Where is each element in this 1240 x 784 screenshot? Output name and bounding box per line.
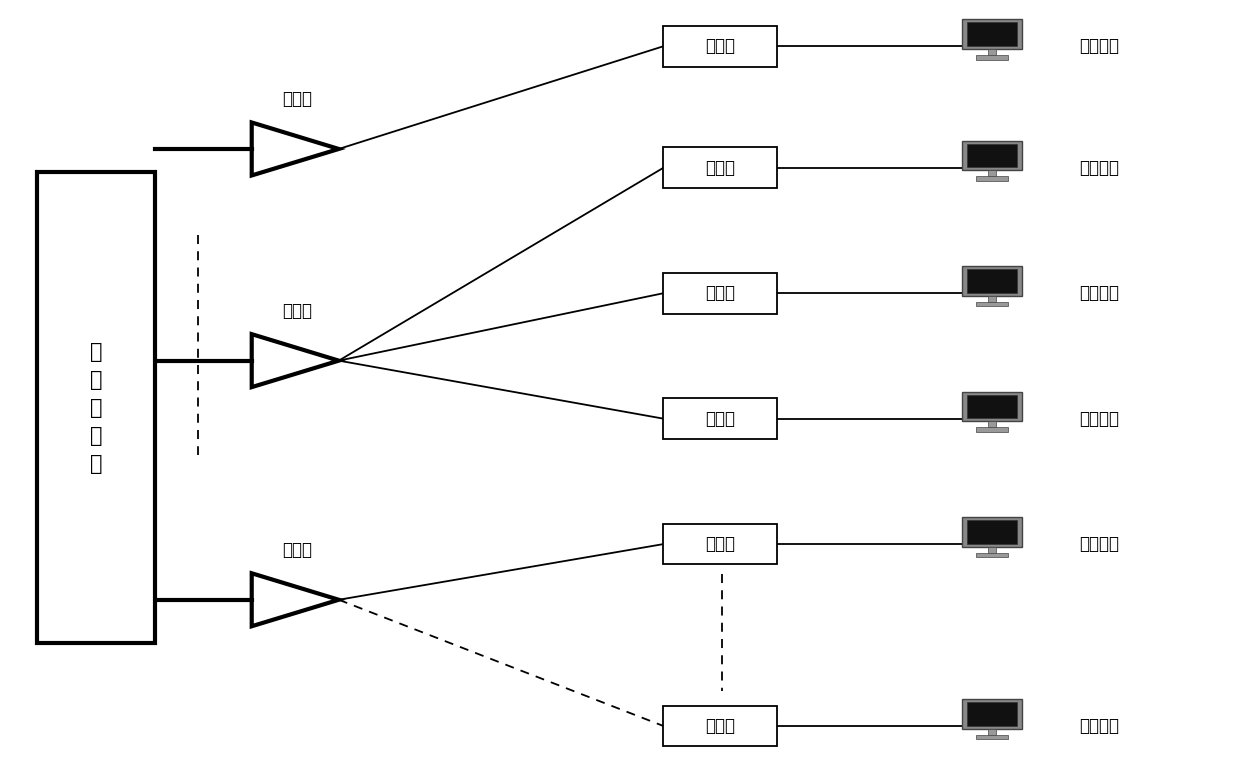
Text: 接入卡: 接入卡 <box>706 285 735 302</box>
Text: 分光器: 分光器 <box>281 90 311 108</box>
Bar <box>967 702 1017 725</box>
Bar <box>976 735 1008 739</box>
Bar <box>962 392 1022 421</box>
Bar <box>663 273 777 314</box>
Bar <box>967 143 1017 167</box>
Bar <box>976 302 1008 307</box>
Bar <box>663 26 777 67</box>
Text: 接入卡: 接入卡 <box>706 159 735 176</box>
Bar <box>967 394 1017 418</box>
Bar <box>976 553 1008 557</box>
Text: 接入设备: 接入设备 <box>1079 410 1118 427</box>
Bar <box>967 520 1017 543</box>
Bar <box>967 22 1017 45</box>
Bar <box>663 398 777 439</box>
Text: 接入设备: 接入设备 <box>1079 285 1118 302</box>
Text: 接入卡: 接入卡 <box>706 717 735 735</box>
Bar <box>962 267 1022 296</box>
Text: 接入设备: 接入设备 <box>1079 717 1118 735</box>
Text: 分光器: 分光器 <box>281 302 311 320</box>
Bar <box>988 546 996 553</box>
Text: 分光器: 分光器 <box>281 541 311 559</box>
Bar <box>976 55 1008 60</box>
Bar <box>976 176 1008 181</box>
Bar <box>988 421 996 427</box>
Bar <box>988 49 996 55</box>
Text: 接入设备: 接入设备 <box>1079 159 1118 176</box>
Bar <box>988 728 996 735</box>
Bar <box>663 147 777 188</box>
Bar <box>962 141 1022 170</box>
Text: 总
线
控
制
器: 总 线 控 制 器 <box>89 342 103 474</box>
Bar <box>663 524 777 564</box>
Bar <box>967 269 1017 292</box>
Bar <box>962 699 1022 728</box>
Text: 接入卡: 接入卡 <box>706 410 735 427</box>
Bar <box>962 517 1022 546</box>
Text: 接入设备: 接入设备 <box>1079 535 1118 553</box>
Bar <box>962 20 1022 49</box>
Text: 接入设备: 接入设备 <box>1079 38 1118 55</box>
Bar <box>976 427 1008 432</box>
Text: 接入卡: 接入卡 <box>706 535 735 553</box>
Bar <box>663 706 777 746</box>
Text: 接入卡: 接入卡 <box>706 38 735 55</box>
Bar <box>988 170 996 176</box>
Bar <box>37 172 155 643</box>
Bar <box>988 296 996 302</box>
